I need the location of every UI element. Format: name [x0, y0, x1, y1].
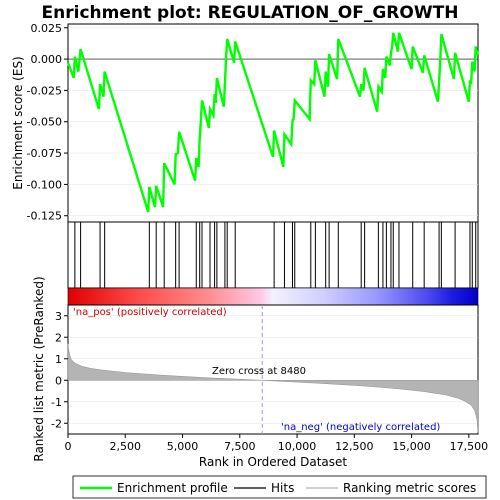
metric-y-tick-label: 3 [55, 310, 62, 323]
hit-lines [74, 222, 477, 288]
es-panel-frame [67, 23, 479, 223]
legend: Enrichment profile Hits Ranking metric s… [72, 475, 487, 499]
metric-y-tick-label: 1 [55, 353, 62, 366]
es-y-tick-label: 0.025 [31, 22, 63, 35]
metric-x-tick-label: 17,500 [450, 440, 489, 453]
chart-title: Enrichment plot: REGULATION_OF_GROWTH [42, 3, 459, 23]
es-y-axis-label: Enrichment score (ES) [11, 56, 25, 189]
metric-y-ticks: -2 -1 0 1 2 3 [51, 310, 68, 430]
metric-y-tick-label: 0 [55, 374, 62, 387]
hits-panel-frame [67, 221, 479, 289]
metric-x-tick-label: 5,000 [167, 440, 199, 453]
metric-x-tick-label: 10,000 [278, 440, 317, 453]
metric-x-tick-label: 0 [65, 440, 72, 453]
negative-correlation-label: 'na_neg' (negatively correlated) [281, 422, 440, 433]
legend-label-enrichment: Enrichment profile [117, 481, 228, 495]
legend-frame [72, 475, 487, 499]
metric-x-tick-label: 15,000 [392, 440, 431, 453]
metric-y-tick-label: 2 [55, 331, 62, 344]
metric-x-tick-label: 2,500 [110, 440, 142, 453]
es-y-tick-label: -0.075 [27, 147, 62, 160]
metric-y-tick-label: -1 [51, 396, 62, 409]
metric-x-tick-label: 12,500 [335, 440, 374, 453]
es-y-tick-label: -0.125 [27, 210, 62, 223]
es-panel: -0.125 -0.100 -0.075 -0.050 -0.025 0.000 0.025… [11, 22, 480, 223]
rank-color-bar [67, 287, 479, 306]
enrichment-profile-line [66, 32, 480, 213]
es-y-ticks: -0.125 -0.100 -0.075 -0.050 -0.025 0.000 0.025 [27, 22, 68, 223]
metric-y-axis-label: Ranked list metric (PreRanked) [32, 276, 46, 461]
metric-panel-frame [67, 304, 479, 435]
es-y-tick-label: 0.000 [31, 53, 63, 66]
es-y-tick-label: -0.050 [27, 116, 62, 129]
hits-panel [67, 221, 479, 289]
es-y-tick-label: -0.025 [27, 84, 62, 97]
es-y-tick-label: -0.100 [27, 178, 62, 191]
ranking-metric-area [67, 343, 479, 433]
metric-x-ticks: 0 2,500 5,000 7,500 10,000 12,500 15,000 17,500 [65, 434, 489, 453]
metric-panel: Zero cross at 8480 'na_pos' (positively … [32, 276, 488, 469]
metric-y-tick-label: -2 [51, 417, 62, 430]
legend-label-hits: Hits [271, 481, 294, 495]
metric-x-axis-label: Rank in Ordered Dataset [199, 455, 347, 469]
positive-correlation-label: 'na_pos' (positively correlated) [73, 307, 227, 318]
zero-cross-label: Zero cross at 8480 [212, 366, 306, 377]
legend-label-metric: Ranking metric scores [343, 481, 476, 495]
metric-x-tick-label: 7,500 [224, 440, 256, 453]
